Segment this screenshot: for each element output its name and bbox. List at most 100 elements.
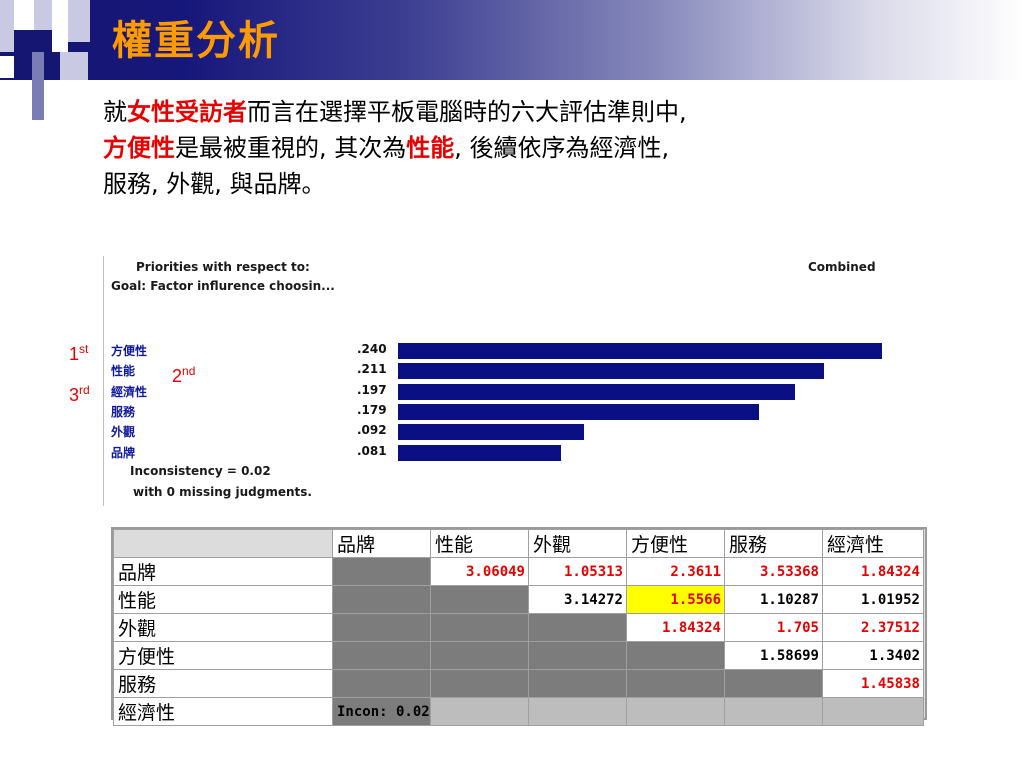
comparison-value-cell: 1.10287	[724, 585, 823, 614]
priority-bar	[398, 444, 561, 461]
column-header: 方便性	[626, 529, 725, 558]
empty-cell	[332, 641, 431, 670]
empty-cell	[626, 697, 725, 726]
table-header-row: 品牌 性能 外觀 方便性 服務 經濟性	[113, 529, 924, 558]
decor-block	[0, 0, 14, 52]
priority-bar	[398, 363, 824, 380]
empty-cell	[430, 641, 529, 670]
decor-block	[52, 0, 68, 52]
title-banner	[0, 0, 1024, 80]
inconsistency-label: Inconsistency = 0.02	[130, 464, 271, 478]
intro-highlight: 方便性	[103, 134, 175, 162]
decor-block	[14, 30, 34, 52]
table-row: 服務 1.45838	[113, 669, 924, 698]
rank-number: 1	[69, 344, 80, 364]
table-row: 性能 3.14272 1.5566 1.10287 1.01952	[113, 585, 924, 614]
rank-1st-annotation: 1st	[69, 342, 88, 365]
column-header: 外觀	[528, 529, 627, 558]
empty-cell	[822, 697, 924, 726]
comparison-value-cell: 3.53368	[724, 557, 823, 586]
empty-cell	[332, 585, 431, 614]
pairwise-comparison-table: 品牌 性能 外觀 方便性 服務 經濟性 品牌 3.06049 1.05313 2.36…	[111, 527, 927, 726]
decor-block	[0, 56, 14, 78]
comparison-value-cell: 1.05313	[528, 557, 627, 586]
empty-cell	[626, 641, 725, 670]
table-row: 方便性 1.58699 1.3402	[113, 641, 924, 670]
criterion-label: 性能	[111, 364, 136, 379]
rank-3rd-annotation: 3rd	[69, 383, 90, 406]
row-header: 方便性	[113, 641, 333, 670]
priorities-chart: Priorities with respect to: Goal: Factor…	[103, 256, 923, 512]
empty-cell	[430, 613, 529, 642]
comparison-value-cell: 1.3402	[822, 641, 924, 670]
comparison-value-cell: 1.01952	[822, 585, 924, 614]
comparison-value-cell: 1.45838	[822, 669, 924, 698]
priority-bar	[398, 343, 882, 359]
rank-number: 3	[69, 385, 80, 405]
intro-text: 而言在選擇平板電腦時的六大評估準則中,	[247, 98, 687, 126]
row-header: 服務	[113, 669, 333, 698]
slide-title: 權重分析	[112, 18, 280, 64]
table-row: 經濟性 Incon: 0.02	[113, 697, 924, 726]
priority-value-label: .240	[357, 342, 387, 356]
rank-suffix: nd	[182, 364, 196, 378]
comparison-value-cell: 3.14272	[528, 585, 627, 614]
criterion-label: 方便性	[111, 344, 148, 358]
empty-cell	[528, 669, 627, 698]
intro-highlight: 性能	[406, 134, 455, 162]
chart-left-border	[103, 256, 104, 506]
priority-value-label: .179	[357, 402, 387, 417]
comparison-value-cell: 1.84324	[822, 557, 924, 586]
empty-cell	[332, 557, 431, 586]
comparison-value-cell: 2.37512	[822, 613, 924, 642]
empty-cell	[724, 669, 823, 698]
priority-bar	[398, 424, 584, 441]
column-header: 經濟性	[822, 529, 924, 558]
priority-bar	[398, 403, 759, 420]
column-header: 品牌	[332, 529, 431, 558]
row-header: 外觀	[113, 613, 333, 642]
table-row: 外觀 1.84324 1.705 2.37512	[113, 613, 924, 642]
row-header: 性能	[113, 585, 333, 614]
comparison-value-cell: 1.5566	[626, 585, 725, 614]
priority-value-label: .081	[357, 443, 387, 458]
decor-block	[60, 52, 88, 80]
rank-number: 2	[172, 366, 183, 386]
empty-cell	[430, 697, 529, 726]
rank-suffix: st	[79, 342, 89, 356]
column-header: 服務	[724, 529, 823, 558]
decor-block	[34, 0, 52, 30]
empty-cell	[332, 613, 431, 642]
decor-block	[14, 0, 34, 30]
comparison-value-cell: 1.58699	[724, 641, 823, 670]
intro-text: , 後續依序為經濟性,	[454, 134, 670, 162]
priority-value-label: .211	[357, 362, 387, 377]
chart-mode-label: Combined	[808, 260, 876, 274]
criterion-label: 品牌	[111, 445, 136, 460]
intro-paragraph: 就女性受訪者而言在選擇平板電腦時的六大評估準則中, 方便性是最被重視的, 其次為…	[103, 94, 983, 202]
comparison-value-cell: 1.84324	[626, 613, 725, 642]
empty-cell	[626, 669, 725, 698]
decor-block	[32, 52, 44, 120]
rank-2nd-annotation: 2nd	[172, 364, 195, 387]
empty-cell	[528, 641, 627, 670]
comparison-value-cell: 1.705	[724, 613, 823, 642]
missing-judgments-label: with 0 missing judgments.	[133, 485, 312, 499]
row-header: 經濟性	[113, 697, 333, 726]
rank-suffix: rd	[79, 383, 90, 397]
chart-title: Priorities with respect to:	[136, 260, 310, 274]
inconsistency-cell: Incon: 0.02	[332, 697, 431, 726]
empty-cell	[724, 697, 823, 726]
criterion-label: 外觀	[111, 425, 136, 440]
empty-cell	[528, 613, 627, 642]
priority-bar	[398, 383, 795, 400]
intro-highlight: 女性受訪者	[127, 98, 247, 126]
priority-value-label: .092	[357, 423, 387, 438]
empty-cell	[528, 697, 627, 726]
intro-text: 是最被重視的, 其次為	[175, 134, 407, 162]
comparison-value-cell: 2.3611	[626, 557, 725, 586]
criterion-label: 服務	[111, 404, 136, 419]
intro-text: 服務, 外觀, 與品牌。	[103, 170, 326, 198]
decor-block	[68, 0, 90, 42]
empty-cell	[332, 669, 431, 698]
